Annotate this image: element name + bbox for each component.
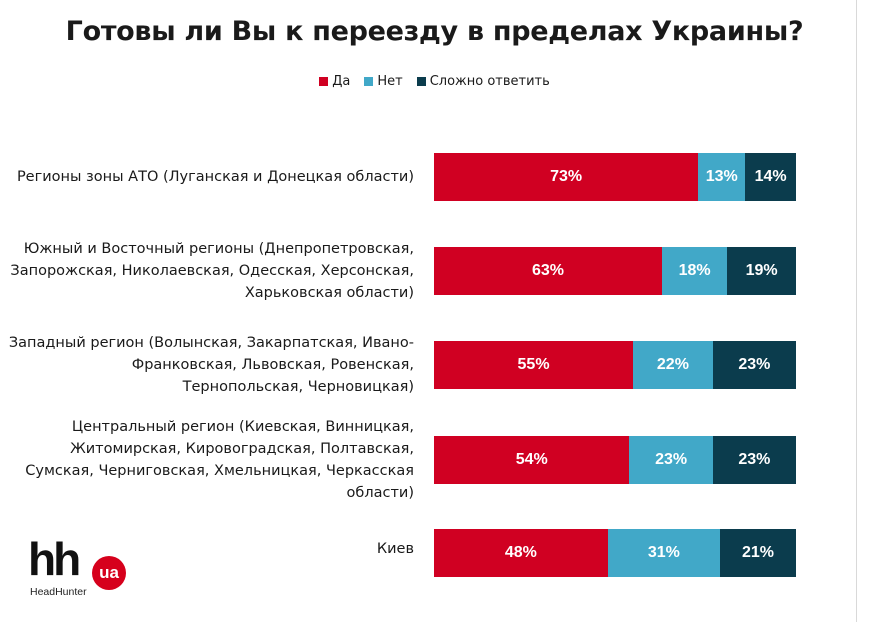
data-label: 13% <box>705 168 738 185</box>
bar-segment-no: 13% <box>698 153 746 201</box>
stacked-bar-1: 73% 13% 14% <box>434 153 796 201</box>
logo-badge: ua <box>92 556 126 590</box>
category-label-line: Сумская, Черниговская, Хмельницкая, Черк… <box>25 463 414 479</box>
data-label: 23% <box>738 451 771 468</box>
right-border-line <box>856 0 857 622</box>
category-label-line: Регионы зоны АТО (Луганская и Донецкая о… <box>16 169 414 185</box>
category-label-3: Западный регион (Волынская, Закарпатская… <box>0 332 414 398</box>
chart-legend: Да Нет Сложно ответить <box>0 74 869 89</box>
bar-segment-no: 18% <box>662 247 728 295</box>
category-label-line: Франковская, Львовская, Ровенская, <box>131 357 414 373</box>
category-label-line: Киев <box>376 541 414 557</box>
stacked-bar-5: 48% 31% 21% <box>434 529 796 577</box>
bar-segment-yes: 73% <box>434 153 699 201</box>
category-label-line: Харьковская области) <box>244 285 414 301</box>
bar-segment-no: 31% <box>607 529 720 577</box>
legend-swatch-hard-to-say <box>416 77 426 86</box>
bar-segment-no: 23% <box>629 436 713 484</box>
legend-item-hard-to-say: Сложно ответить <box>416 74 550 89</box>
category-label-line: Южный и Восточный регионы (Днепропетровс… <box>23 241 414 257</box>
category-label-2: Южный и Восточный регионы (Днепропетровс… <box>0 238 414 304</box>
bar-segment-yes: 63% <box>434 247 663 295</box>
data-label: 18% <box>678 262 711 279</box>
bar-segment-yes: 54% <box>434 436 630 484</box>
data-label: 54% <box>515 451 548 468</box>
data-label: 19% <box>745 262 778 279</box>
category-label-1: Регионы зоны АТО (Луганская и Донецкая о… <box>0 166 414 188</box>
bar-segment-hard-to-say: 21% <box>719 529 796 577</box>
bar-segment-hard-to-say: 19% <box>727 247 796 295</box>
data-label: 31% <box>647 544 680 561</box>
bar-segment-hard-to-say: 14% <box>745 153 796 201</box>
data-label: 23% <box>738 356 771 373</box>
data-label: 22% <box>656 356 689 373</box>
legend-label-hard-to-say: Сложно ответить <box>429 74 550 89</box>
headhunter-logo: hh ua HeadHunter <box>28 534 138 602</box>
legend-label-no: Нет <box>377 74 403 89</box>
bar-segment-hard-to-say: 23% <box>712 341 796 389</box>
category-label-line: Житомирская, Кировоградская, Полтавская, <box>70 441 414 457</box>
stacked-bar-4: 54% 23% 23% <box>434 436 796 484</box>
data-label: 48% <box>504 544 537 561</box>
data-label: 55% <box>517 356 550 373</box>
category-label-line: Запорожская, Николаевская, Одесская, Хер… <box>10 263 414 279</box>
category-label-line: Центральный регион (Киевская, Винницкая, <box>71 419 414 435</box>
bar-segment-yes: 55% <box>434 341 634 389</box>
legend-swatch-yes <box>319 77 329 86</box>
bar-segment-yes: 48% <box>434 529 608 577</box>
data-label: 63% <box>532 262 565 279</box>
data-label: 23% <box>655 451 688 468</box>
bar-segment-hard-to-say: 23% <box>712 436 796 484</box>
data-label: 14% <box>754 168 787 185</box>
bar-segment-no: 22% <box>633 341 713 389</box>
stacked-bar-3: 55% 22% 23% <box>434 341 796 389</box>
legend-item-no: Нет <box>364 74 403 89</box>
data-label: 21% <box>741 544 774 561</box>
legend-item-yes: Да <box>319 74 350 89</box>
data-label: 73% <box>550 168 583 185</box>
chart-title: Готовы ли Вы к переезду в пределах Украи… <box>65 16 804 47</box>
category-label-line: Тернопольская, Черновицкая) <box>182 379 414 395</box>
logo-subtitle: HeadHunter <box>30 586 87 598</box>
logo-wordmark: hh <box>28 533 81 585</box>
stacked-bar-2: 63% 18% 19% <box>434 247 796 295</box>
category-label-line: Западный регион (Волынская, Закарпатская… <box>8 335 414 351</box>
legend-swatch-no <box>364 77 374 86</box>
category-label-5: Киев <box>0 538 414 560</box>
legend-label-yes: Да <box>332 74 351 89</box>
category-label-line: области) <box>346 485 414 501</box>
category-label-4: Центральный регион (Киевская, Винницкая,… <box>0 416 414 504</box>
